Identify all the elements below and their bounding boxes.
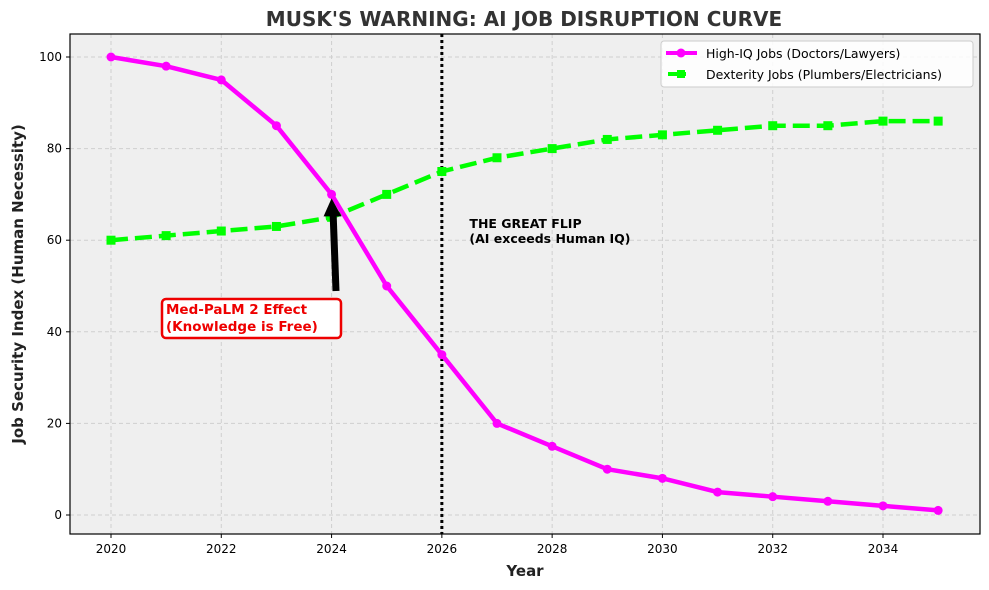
annotation-great-flip-title: THE GREAT FLIP xyxy=(469,216,581,231)
chart-title: MUSK'S WARNING: AI JOB DISRUPTION CURVE xyxy=(266,7,782,31)
legend-circle-marker-icon xyxy=(676,48,686,58)
annotation-great-flip-subtitle: (AI exceeds Human IQ) xyxy=(469,231,630,246)
data-point-circle xyxy=(768,492,778,502)
data-point-square xyxy=(933,116,943,126)
data-point-square xyxy=(492,153,502,163)
data-point-circle xyxy=(327,189,337,199)
plot-area xyxy=(70,34,980,534)
annotation-medpalm-subtitle: (Knowledge is Free) xyxy=(166,319,318,335)
data-point-circle xyxy=(161,61,171,71)
data-point-square xyxy=(713,125,723,135)
data-point-square xyxy=(547,144,557,154)
high-iq-jobs-line xyxy=(110,54,939,513)
x-tick-label: 2028 xyxy=(537,542,568,556)
y-axis-label: Job Security Index (Human Necessity) xyxy=(9,124,27,445)
data-point-square xyxy=(602,134,612,144)
x-tick-label: 2022 xyxy=(206,542,237,556)
data-point-circle xyxy=(657,473,667,483)
arrow-shaft xyxy=(329,212,340,292)
y-axis-ticks: 0 20 40 60 80 100 xyxy=(39,50,70,522)
y-tick-label: 20 xyxy=(47,416,62,430)
x-tick-label: 2026 xyxy=(427,542,458,556)
data-point-square xyxy=(106,235,116,245)
data-point-circle xyxy=(602,464,612,474)
annotation-box xyxy=(160,297,343,340)
data-point-circle xyxy=(713,487,723,497)
data-point-circle xyxy=(382,281,392,291)
data-point-circle xyxy=(547,441,557,451)
x-tick-label: 2024 xyxy=(316,542,347,556)
data-point-square xyxy=(161,231,171,241)
plot-frame xyxy=(69,33,981,535)
data-point-square xyxy=(823,121,833,131)
legend-box xyxy=(660,40,974,88)
data-point-square xyxy=(437,167,447,176)
data-point-square xyxy=(382,189,392,199)
data-point-square xyxy=(216,226,226,236)
y-tick-label: 40 xyxy=(47,325,62,339)
data-point-circle xyxy=(271,121,281,131)
x-axis-ticks: 2020 2022 2024 2026 2028 2030 2032 2034 xyxy=(96,534,899,556)
data-point-square xyxy=(657,130,667,140)
y-tick-label: 80 xyxy=(47,142,62,156)
dexterity-jobs-line xyxy=(110,118,939,243)
data-point-square xyxy=(768,121,778,131)
data-point-circle xyxy=(492,418,502,428)
y-tick-label: 100 xyxy=(39,50,62,64)
data-point-circle xyxy=(106,52,116,62)
x-tick-label: 2032 xyxy=(757,542,788,556)
annotation-medpalm-title: Med-PaLM 2 Effect xyxy=(166,302,308,318)
data-point-square xyxy=(271,221,281,231)
legend-square-marker-icon xyxy=(677,70,685,78)
x-axis-label: Year xyxy=(505,562,544,580)
annotation-arrow xyxy=(323,198,342,292)
y-tick-label: 0 xyxy=(54,508,62,522)
legend-label-dexterity: Dexterity Jobs (Plumbers/Electricians) xyxy=(706,67,942,82)
data-point-circle xyxy=(437,350,447,360)
x-tick-label: 2020 xyxy=(96,542,127,556)
data-point-circle xyxy=(878,501,888,511)
x-tick-label: 2030 xyxy=(647,542,678,556)
arrow-head-icon xyxy=(323,198,342,217)
data-point-circle xyxy=(216,75,226,85)
y-tick-label: 60 xyxy=(47,233,62,247)
legend: High-IQ Jobs (Doctors/Lawyers) Dexterity… xyxy=(660,40,974,88)
data-point-circle xyxy=(823,496,833,506)
x-tick-label: 2034 xyxy=(868,542,899,556)
data-point-square xyxy=(878,116,888,126)
data-point-circle xyxy=(933,505,943,515)
legend-label-high-iq: High-IQ Jobs (Doctors/Lawyers) xyxy=(706,46,900,61)
